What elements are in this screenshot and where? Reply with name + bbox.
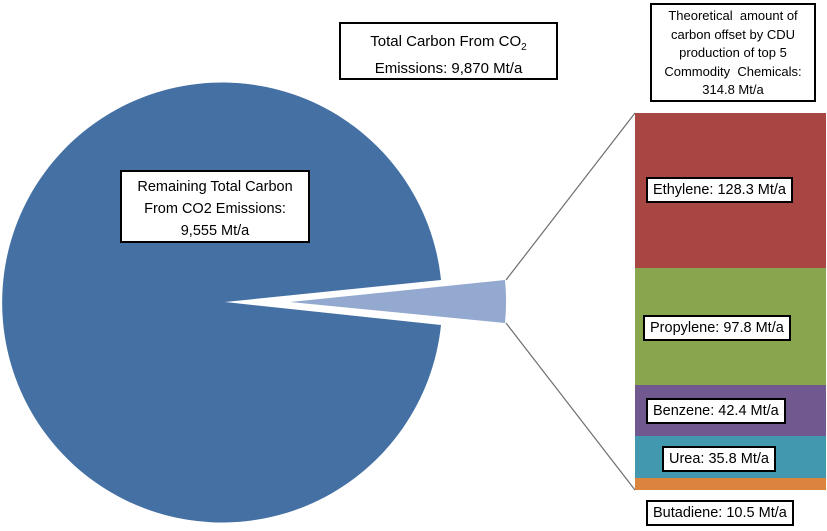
bar-segment-butadiene [635, 478, 826, 490]
urea-label: Urea: 35.8 Mt/a [662, 446, 776, 472]
pie-slice-offset [290, 280, 507, 323]
total-emissions-label: Total Carbon From CO2 Emissions: 9,870 M… [339, 22, 558, 80]
remaining-label-line3: 9,555 Mt/a [180, 223, 250, 239]
offset-total-label: Theoretical amount of carbon offset by C… [650, 3, 816, 102]
total-label-line2: Emissions: 9,870 Mt/a [374, 60, 523, 77]
ethylene-label: Ethylene: 128.3 Mt/a [646, 177, 793, 203]
remaining-emissions-label: Remaining Total Carbon From CO2 Emission… [120, 170, 310, 243]
total-label-subscript: 2 [521, 42, 527, 53]
total-label-line1: Total Carbon From CO [370, 33, 522, 50]
remaining-label-line1: Remaining Total Carbon [137, 179, 293, 195]
pie-slice-remaining [2, 82, 441, 523]
offset-label-line2: carbon offset by CDU [670, 26, 796, 42]
offset-label-line5: 314.8 Mt/a [702, 82, 764, 97]
butadiene-label: Butadiene: 10.5 Mt/a [646, 500, 794, 526]
offset-label-line1: Theoretical amount of [668, 8, 798, 23]
offset-label-line4: Commodity Chemicals: [664, 63, 802, 79]
propylene-label: Propylene: 97.8 Mt/a [643, 315, 791, 341]
benzene-label: Benzene: 42.4 Mt/a [646, 398, 786, 424]
remaining-label-line2: From CO2 Emissions: [144, 201, 286, 217]
connector-line-bottom [505, 322, 636, 491]
connector-line-top [505, 112, 636, 281]
offset-label-line3: production of top 5 [679, 45, 787, 60]
